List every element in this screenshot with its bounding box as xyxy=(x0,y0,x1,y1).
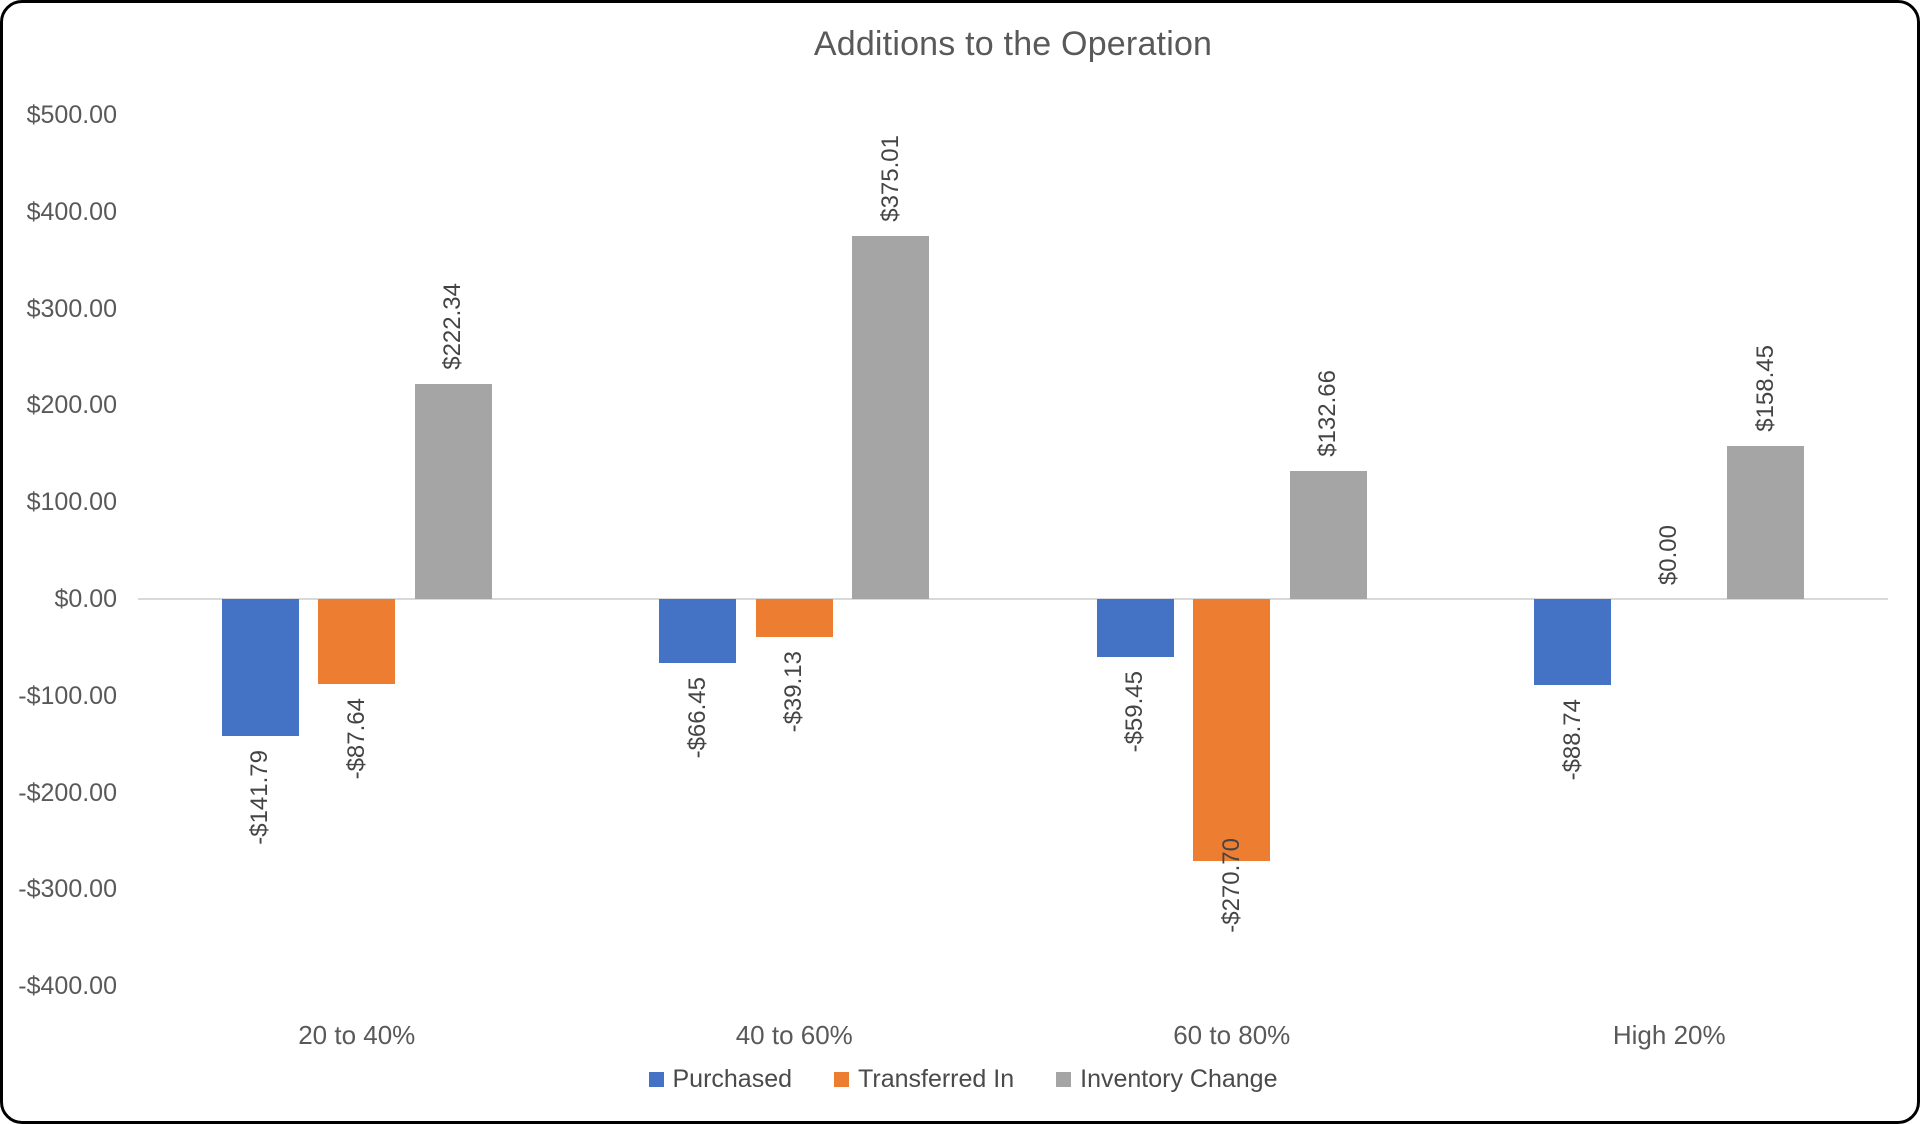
data-label-transferred-in-60-to-80: -$270.70 xyxy=(1217,838,1245,933)
y-axis-tick-label: -$400.00 xyxy=(18,972,117,1001)
bar-purchased-high-20 xyxy=(1534,599,1612,685)
data-label-inventory-change-high-20: $158.45 xyxy=(1751,344,1779,432)
y-axis-tick-label: $200.00 xyxy=(26,391,117,420)
category-label-60-to-80: 60 to 80% xyxy=(1173,1020,1291,1050)
chart-title: Additions to the Operation xyxy=(813,25,1213,63)
data-label-inventory-change-60-to-80: $132.66 xyxy=(1314,369,1342,457)
data-label-purchased-40-to-60: -$66.45 xyxy=(683,677,711,759)
data-label-purchased-high-20: -$88.74 xyxy=(1558,698,1586,781)
data-label-transferred-in-high-20: $0.00 xyxy=(1655,524,1683,585)
data-label-purchased-20-to-40: -$141.79 xyxy=(246,750,274,845)
y-axis-tick-label: -$300.00 xyxy=(18,875,117,904)
bar-purchased-60-to-80 xyxy=(1096,599,1174,657)
legend-item-transferred-in: Transferred In xyxy=(834,1065,1014,1094)
legend-swatch-icon xyxy=(834,1072,850,1087)
legend: Purchased Transferred In Inventory Change xyxy=(3,1065,1917,1094)
y-axis-tick-label: $0.00 xyxy=(54,585,117,613)
category-label-40-to-60: 40 to 60% xyxy=(735,1020,853,1050)
category-label-20-to-40: 20 to 40% xyxy=(298,1020,416,1050)
y-axis-tick-label: $400.00 xyxy=(26,197,117,226)
bar-inventory-change-20-to-40 xyxy=(414,383,492,599)
bar-purchased-20-to-40 xyxy=(221,599,299,737)
zero-axis-line xyxy=(138,598,1888,600)
legend-item-inventory-change: Inventory Change xyxy=(1056,1065,1277,1094)
bar-purchased-40-to-60 xyxy=(659,599,737,664)
data-label-inventory-change-20-to-40: $222.34 xyxy=(439,283,467,370)
category-label-high-20: High 20% xyxy=(1612,1020,1726,1050)
data-label-transferred-in-20-to-40: -$87.64 xyxy=(342,697,370,780)
data-label-transferred-in-40-to-60: -$39.13 xyxy=(780,650,808,733)
data-label-purchased-60-to-80: -$59.45 xyxy=(1121,670,1149,752)
bar-transferred-in-20-to-40 xyxy=(318,599,396,684)
bar-transferred-in-60-to-80 xyxy=(1193,599,1271,862)
bar-inventory-change-60-to-80 xyxy=(1289,470,1367,599)
y-axis-tick-label: $100.00 xyxy=(26,488,117,517)
bar-inventory-change-40-to-60 xyxy=(852,235,930,599)
y-axis-tick-label: $500.00 xyxy=(26,101,117,129)
y-axis-tick-label: $300.00 xyxy=(26,294,117,323)
y-axis-tick-label: -$200.00 xyxy=(18,778,117,807)
legend-label: Transferred In xyxy=(858,1065,1015,1093)
legend-label: Purchased xyxy=(672,1065,793,1093)
data-label-inventory-change-40-to-60: $375.01 xyxy=(876,135,904,222)
legend-swatch-icon xyxy=(1056,1072,1072,1087)
legend-item-purchased: Purchased xyxy=(648,1065,793,1094)
bar-inventory-change-high-20 xyxy=(1727,445,1805,599)
legend-swatch-icon xyxy=(648,1072,664,1087)
legend-label: Inventory Change xyxy=(1080,1065,1278,1093)
y-axis-tick-label: -$100.00 xyxy=(18,681,117,710)
bar-transferred-in-40-to-60 xyxy=(755,599,833,637)
